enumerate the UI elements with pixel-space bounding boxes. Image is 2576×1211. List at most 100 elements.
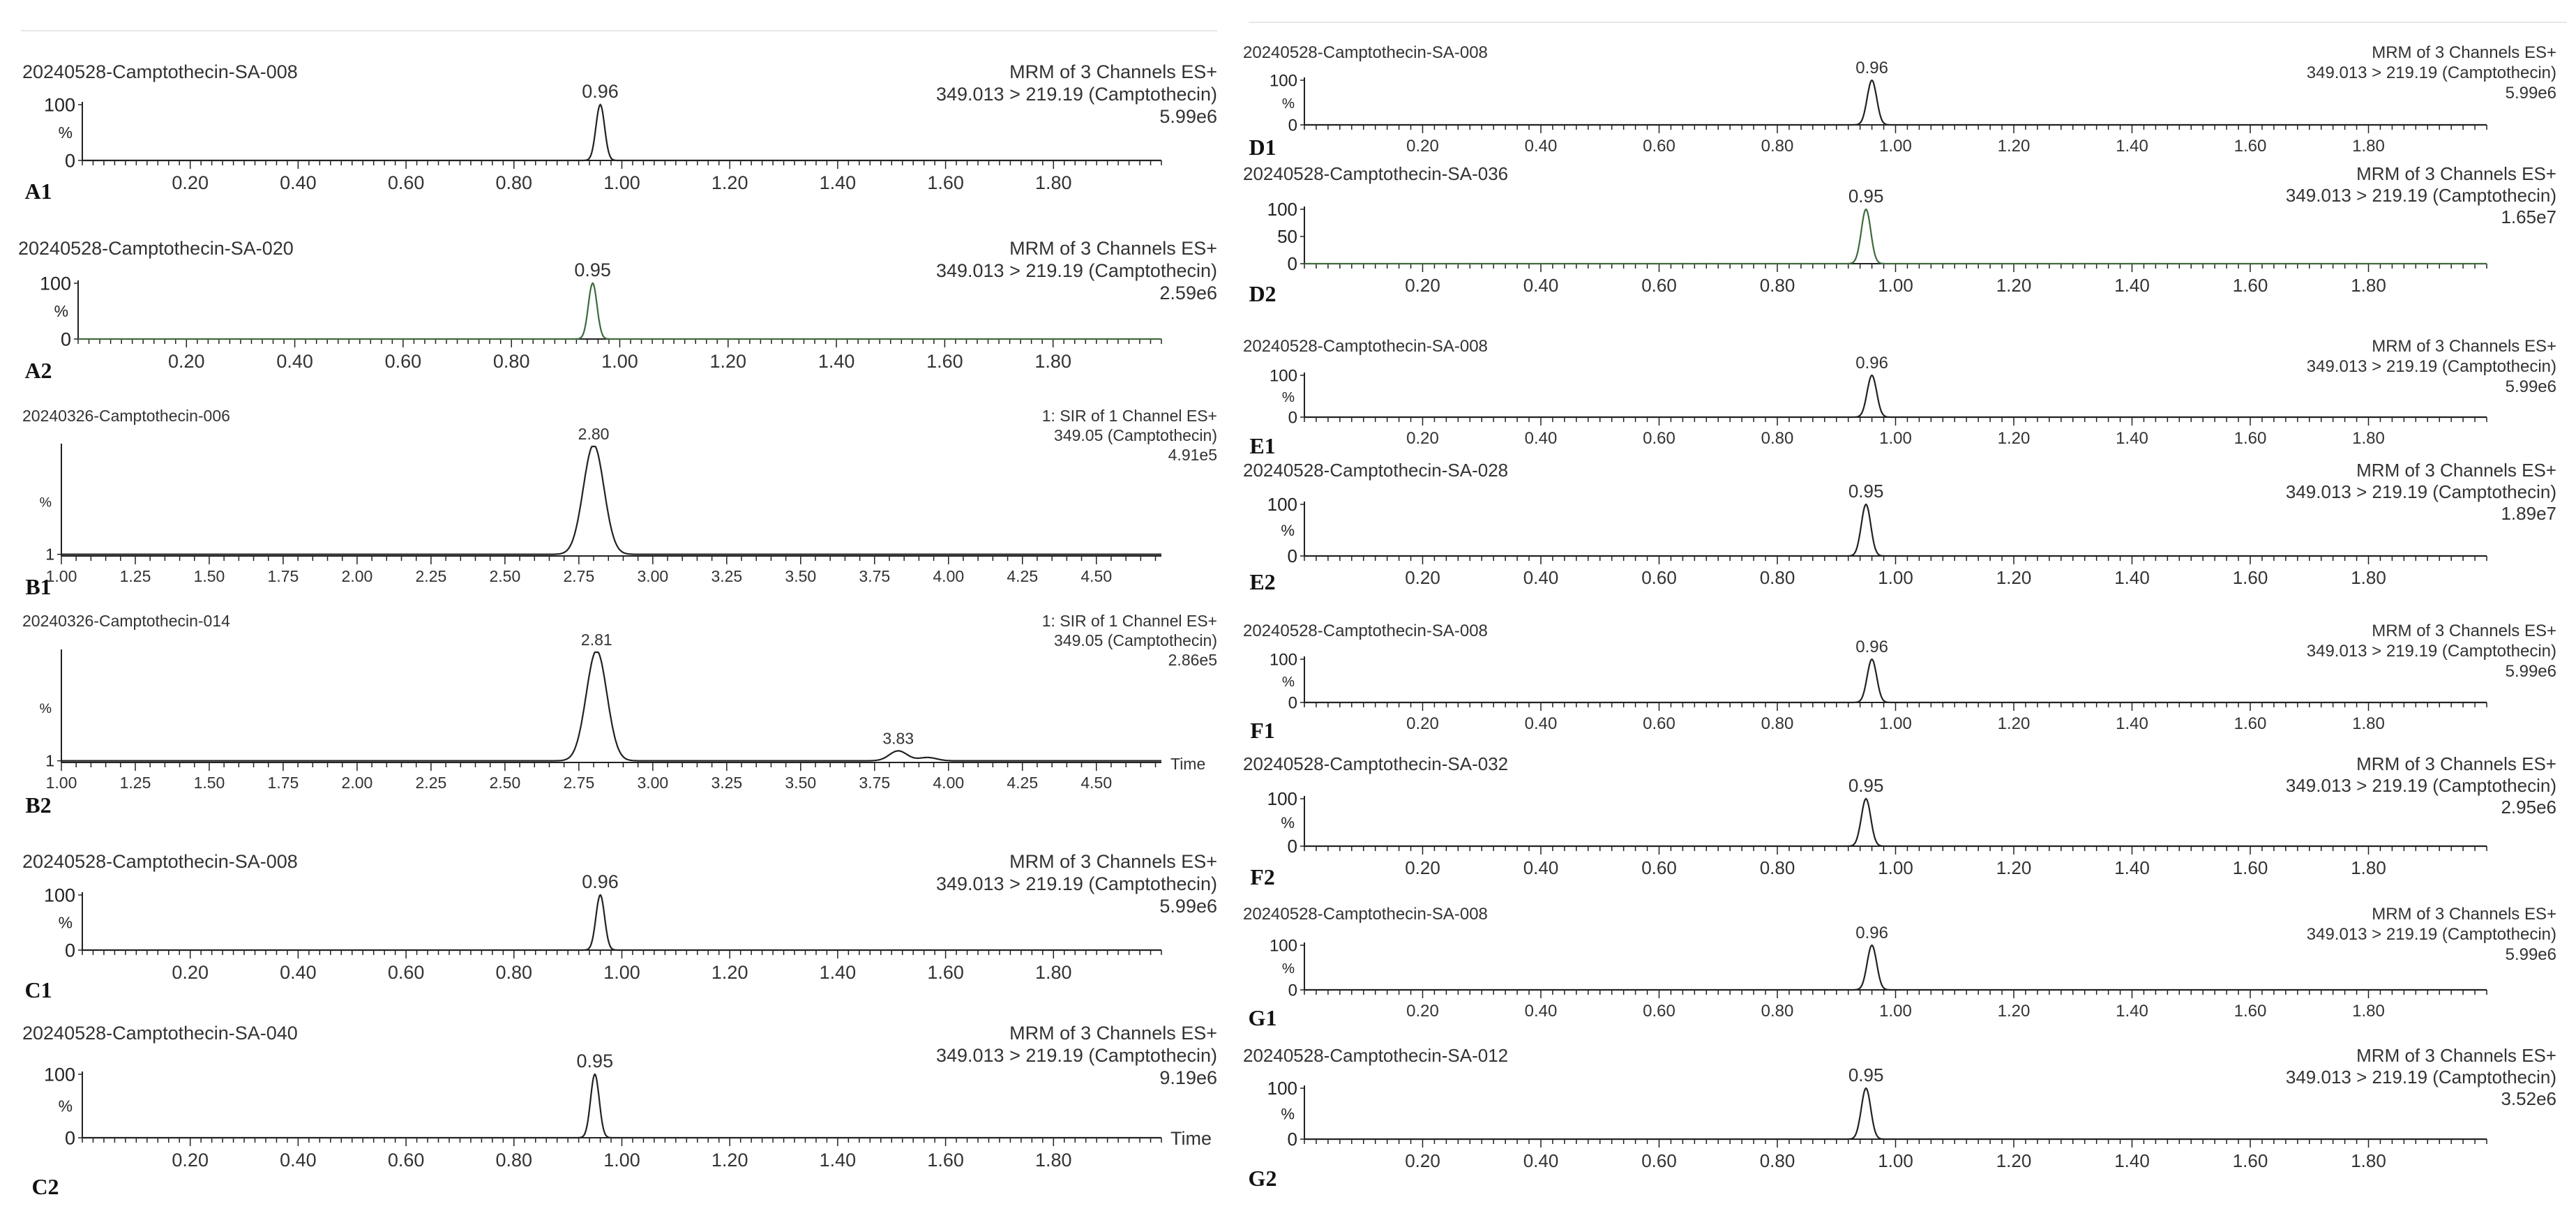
intensity-scale: 5.99e6: [2506, 84, 2556, 103]
chromatogram-trace: [1304, 1087, 2487, 1141]
chromatogram-panel-g1: 20240528-Camptothecin-SA-008 MRM of 3 Cha…: [1243, 905, 2556, 1030]
chromatogram-trace: [82, 103, 1161, 162]
y-tick-label: 100: [44, 1064, 75, 1085]
x-tick-label: 1.50: [194, 774, 225, 792]
x-tick-label: 0.20: [1405, 1150, 1440, 1171]
chromatogram-trace: [82, 894, 1161, 952]
panel-label: B1: [25, 574, 51, 599]
chromatogram-panel-c1: 20240528-Camptothecin-SA-008 MRM of 3 Cha…: [22, 851, 1217, 1002]
x-tick-label: 0.20: [168, 351, 205, 372]
peak-rt-label: 0.96: [1855, 924, 1888, 942]
channel-transition: 349.013 > 219.19 (Camptothecin): [2307, 63, 2556, 82]
x-tick-label: 0.20: [1406, 137, 1439, 156]
y-tick-label: 100: [1267, 494, 1297, 515]
chromatogram-trace: [1304, 374, 2487, 419]
x-tick-label: 1.60: [926, 351, 963, 372]
x-tick-label: 3.25: [711, 774, 742, 792]
x-tick-label: 3.75: [859, 567, 890, 585]
chromatogram-trace: [1304, 503, 2487, 557]
x-tick-label: 0.60: [1641, 275, 1677, 296]
x-tick-label: 1.20: [1998, 714, 2031, 733]
panels: 20240528-Camptothecin-SA-008 MRM of 3 Cha…: [18, 43, 2556, 1199]
y-tick-label: 0: [1288, 836, 1297, 857]
channel-transition: 349.013 > 219.19 (Camptothecin): [2286, 185, 2556, 206]
sample-name: 20240528-Camptothecin-SA-032: [1243, 753, 1508, 774]
panel-label: F2: [1250, 864, 1275, 889]
x-axis-time-label: Time: [1170, 755, 1205, 773]
x-tick-label: 0.80: [496, 172, 533, 193]
acquisition-mode: MRM of 3 Channels ES+: [2372, 337, 2556, 356]
x-tick-label: 1.40: [2116, 137, 2148, 156]
x-tick-label: 1.80: [2352, 1002, 2385, 1021]
x-tick-label: 0.60: [1641, 567, 1677, 588]
x-tick-label: 0.80: [1760, 1150, 1795, 1171]
peak-rt-label: 0.95: [1848, 775, 1884, 796]
chromatogram-panel-f2: 20240528-Camptothecin-SA-032 MRM of 3 Cha…: [1243, 753, 2556, 889]
x-tick-label: 1.00: [46, 567, 77, 585]
x-axis-time-label: Time: [1170, 1128, 1212, 1149]
x-tick-label: 1.80: [2352, 429, 2385, 448]
y-tick-label: 0: [1288, 1129, 1297, 1150]
x-tick-label: 0.20: [1406, 429, 1439, 448]
acquisition-mode: 1: SIR of 1 Channel ES+: [1042, 407, 1217, 425]
x-tick-label: 3.50: [785, 774, 816, 792]
x-tick-label: 0.80: [1760, 275, 1795, 296]
peak-rt-label: 3.83: [882, 729, 914, 747]
intensity-scale: 9.19e6: [1159, 1067, 1217, 1088]
peak-rt-label: 0.95: [574, 260, 611, 280]
y-tick-label: 0: [65, 150, 75, 171]
panel-label: E1: [1249, 433, 1275, 458]
acquisition-mode: MRM of 3 Channels ES+: [2356, 753, 2556, 774]
x-tick-label: 1.40: [2114, 857, 2150, 878]
x-tick-label: 1.00: [603, 172, 640, 193]
y-unit-label: %: [1282, 961, 1295, 977]
x-tick-label: 1.80: [1035, 962, 1072, 983]
x-tick-label: 1.80: [2351, 857, 2386, 878]
chromatogram-panel-d1: 20240528-Camptothecin-SA-008 MRM of 3 Cha…: [1243, 43, 2556, 160]
panel-label: D2: [1249, 281, 1276, 306]
chromatogram-trace: [61, 651, 1161, 762]
chromatogram-panel-a1: 20240528-Camptothecin-SA-008 MRM of 3 Cha…: [22, 61, 1217, 204]
x-tick-label: 1.40: [818, 351, 855, 372]
x-tick-label: 1.60: [927, 962, 964, 983]
y-tick-label: 100: [1270, 366, 1297, 385]
y-tick-label: 100: [44, 885, 75, 905]
y-unit-label: %: [1282, 96, 1295, 112]
x-tick-label: 0.40: [280, 172, 317, 193]
x-tick-label: 0.40: [1523, 567, 1559, 588]
x-tick-label: 0.60: [1643, 137, 1675, 156]
x-tick-label: 0.40: [280, 1150, 317, 1171]
chromatogram-panel-d2: 20240528-Camptothecin-SA-036 MRM of 3 Cha…: [1243, 163, 2556, 306]
x-tick-label: 1.20: [1998, 429, 2031, 448]
acquisition-mode: MRM of 3 Channels ES+: [1009, 61, 1217, 82]
x-tick-label: 1.60: [2234, 137, 2267, 156]
x-tick-label: 1.20: [1996, 857, 2032, 878]
x-tick-label: 0.60: [388, 962, 425, 983]
y-tick-label: 0: [1288, 546, 1297, 566]
x-tick-label: 1.40: [2114, 1150, 2150, 1171]
intensity-scale: 3.52e6: [2501, 1088, 2556, 1109]
x-tick-label: 2.75: [563, 567, 594, 585]
chromatogram-panel-a2: 20240528-Camptothecin-SA-020 MRM of 3 Cha…: [18, 238, 1217, 383]
x-tick-label: 0.80: [496, 1150, 533, 1171]
chromatogram-panel-b1: 20240326-Camptothecin-006 1: SIR of 1 Cha…: [22, 407, 1217, 599]
peak-rt-label: 0.96: [1855, 59, 1888, 77]
y-tick-label: 100: [1270, 650, 1297, 669]
sample-name: 20240528-Camptothecin-SA-008: [1243, 905, 1488, 924]
intensity-scale: 2.95e6: [2501, 797, 2556, 818]
chromatogram-trace: [1304, 658, 2487, 704]
x-tick-label: 0.20: [172, 1150, 209, 1171]
acquisition-mode: MRM of 3 Channels ES+: [2372, 905, 2556, 924]
acquisition-mode: MRM of 3 Channels ES+: [1009, 238, 1217, 259]
sample-name: 20240528-Camptothecin-SA-020: [18, 238, 294, 259]
x-tick-label: 3.25: [711, 567, 742, 585]
x-tick-label: 1.75: [268, 567, 299, 585]
panel-label: C1: [24, 977, 52, 1002]
y-tick-label: 0: [1288, 116, 1297, 135]
sample-name: 20240528-Camptothecin-SA-008: [1243, 337, 1488, 356]
acquisition-mode: MRM of 3 Channels ES+: [1009, 851, 1217, 872]
intensity-scale: 2.86e5: [1168, 651, 1217, 669]
channel-transition: 349.013 > 219.19 (Camptothecin): [936, 84, 1217, 105]
